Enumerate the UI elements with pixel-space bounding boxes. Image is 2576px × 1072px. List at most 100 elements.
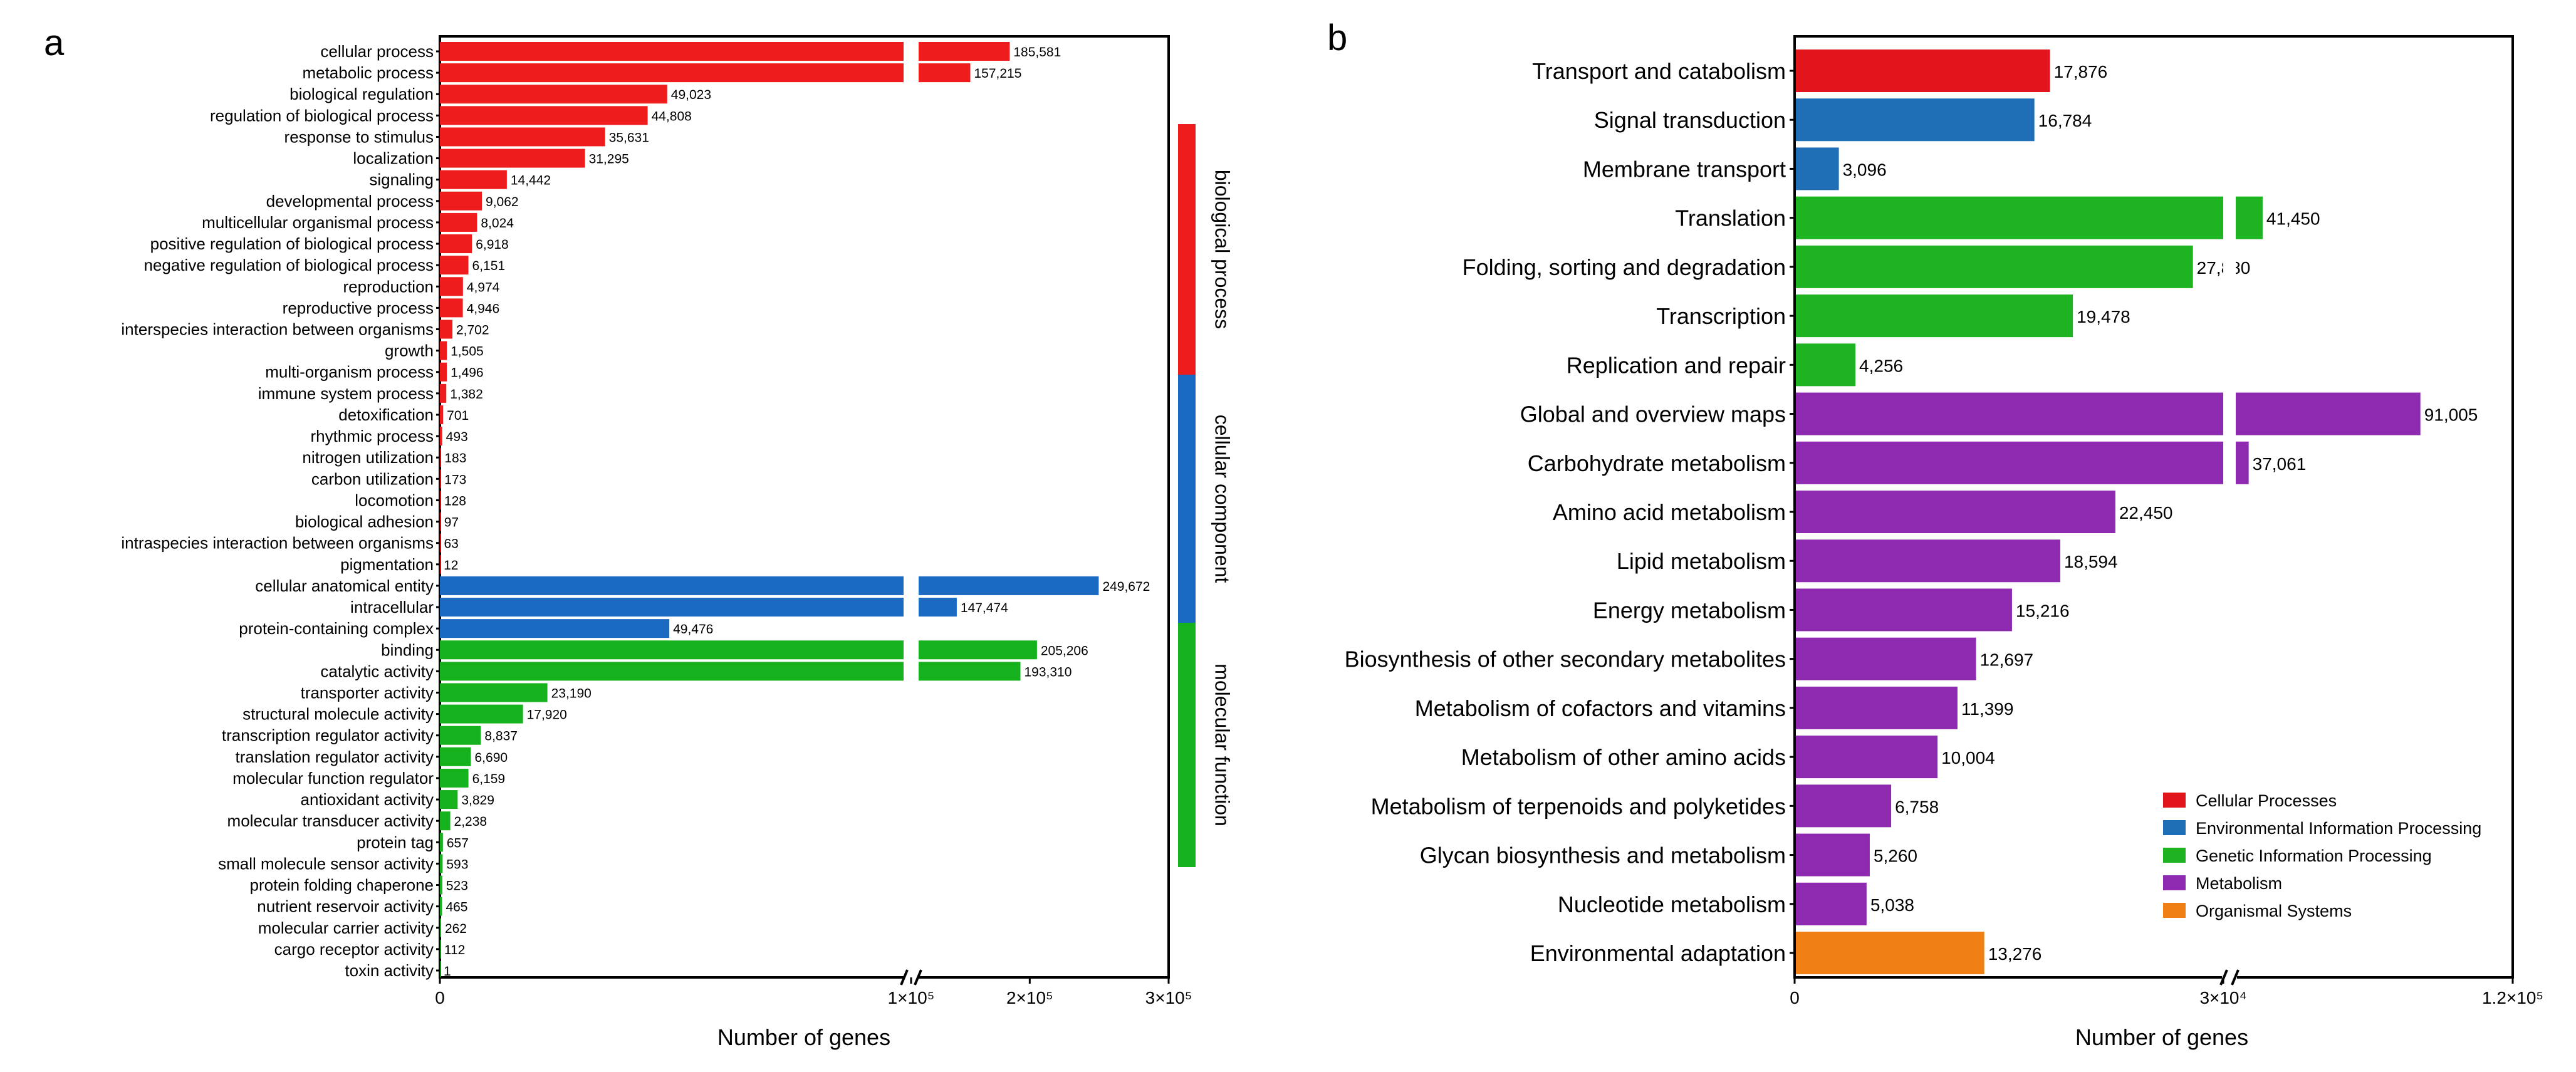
- value-label-growth: 1,505: [451, 345, 484, 359]
- y-label-multi-organism-process: multi-organism process: [265, 363, 434, 382]
- bar-protein-tag: [440, 833, 443, 852]
- y-label-glycan-biosynthesis-and-metabolism: Glycan biosynthesis and metabolism: [1420, 843, 1786, 868]
- value-label-signaling: 14,442: [511, 174, 551, 188]
- value-label-translation-regulator-activity: 6,690: [475, 751, 508, 765]
- group-bar-cc: [1178, 375, 1196, 623]
- bar-catalytic-activity: [440, 662, 904, 681]
- bar-negative-regulation-of-biological-process: [440, 256, 469, 275]
- value-label-protein-tag: 657: [447, 836, 469, 850]
- bar-transcription: [1796, 294, 2073, 338]
- value-label-metabolism-of-other-amino-acids: 10,004: [1941, 748, 1995, 768]
- y-label-cargo-receptor-activity: cargo receptor activity: [274, 940, 434, 959]
- bar-glycan-biosynthesis-and-metabolism: [1796, 833, 1870, 877]
- value-label-localization: 31,295: [589, 152, 629, 167]
- value-label-metabolism-of-terpenoids-and-polyketides: 6,758: [1895, 797, 1939, 816]
- bar-molecular-transducer-activity: [440, 811, 451, 831]
- y-label-protein-tag: protein tag: [357, 833, 434, 851]
- y-label-folding-sorting-and-degradation: Folding, sorting and degradation: [1463, 254, 1786, 280]
- bar-toxin-activity: [440, 961, 441, 980]
- value-label-signal-transduction: 16,784: [2038, 111, 2092, 130]
- value-label-global-and-overview-maps: 91,005: [2424, 405, 2478, 425]
- axis-break-gap: [2223, 39, 2236, 975]
- bar-global-and-overview-maps: [1796, 392, 2223, 435]
- bar-growth: [440, 341, 447, 360]
- y-label-nutrient-reservoir-activity: nutrient reservoir activity: [257, 897, 434, 916]
- axis-break-gap: [904, 39, 919, 975]
- value-label-transcription: 19,478: [2077, 307, 2130, 326]
- bar-nutrient-reservoir-activity: [440, 897, 442, 916]
- bar-translation-regulator-activity: [440, 747, 471, 766]
- panel-label-b: b: [1327, 18, 1347, 58]
- bar-nitrogen-utilization: [440, 448, 441, 467]
- y-label-reproduction: reproduction: [343, 277, 434, 296]
- value-label-toxin-activity: 1: [444, 964, 451, 979]
- y-label-negative-regulation-of-biological-process: negative regulation of biological proces…: [143, 256, 434, 274]
- bar-environmental-adaptation: [1796, 932, 1984, 974]
- value-label-developmental-process: 9,062: [486, 195, 519, 209]
- bar-translation: [1796, 196, 2223, 239]
- y-label-environmental-adaptation: Environmental adaptation: [1530, 940, 1786, 966]
- bar-locomotion: [440, 491, 441, 510]
- value-label-binding: 205,206: [1041, 643, 1088, 658]
- y-label-nitrogen-utilization: nitrogen utilization: [302, 448, 434, 467]
- x-tick-label: 0: [435, 988, 445, 1007]
- y-label-rhythmic-process: rhythmic process: [311, 427, 434, 445]
- legend-label-met: Metabolism: [2196, 874, 2282, 893]
- bar-cellular-anatomical-entity: [440, 576, 904, 595]
- bar-rhythmic-process: [440, 427, 442, 446]
- y-label-molecular-function-regulator: molecular function regulator: [232, 769, 434, 788]
- x-axis-title: Number of genes: [2075, 1024, 2248, 1050]
- bar-molecular-carrier-activity: [440, 918, 441, 937]
- bar-immune-system-process: [440, 383, 447, 403]
- value-label-catalytic-activity: 193,310: [1025, 665, 1072, 679]
- y-label-lipid-metabolism: Lipid metabolism: [1617, 548, 1786, 574]
- value-label-immune-system-process: 1,382: [450, 387, 483, 402]
- y-label-biological-adhesion: biological adhesion: [295, 513, 434, 531]
- y-label-regulation-of-biological-process: regulation of biological process: [210, 106, 434, 125]
- axis-break-mark: [914, 969, 922, 986]
- value-label-cargo-receptor-activity: 112: [444, 943, 465, 957]
- bar-response-to-stimulus: [440, 127, 605, 147]
- value-label-nitrogen-utilization: 183: [444, 451, 466, 466]
- value-label-small-molecule-sensor-activity: 593: [446, 857, 468, 872]
- y-label-cellular-anatomical-entity: cellular anatomical entity: [255, 576, 434, 595]
- value-label-multi-organism-process: 1,496: [451, 366, 484, 380]
- y-label-signal-transduction: Signal transduction: [1594, 107, 1786, 133]
- y-label-transcription: Transcription: [1656, 303, 1786, 329]
- y-label-structural-molecule-activity: structural molecule activity: [242, 705, 434, 724]
- bar-catalytic-activity-upper: [919, 662, 1021, 681]
- bar-global-and-overview-maps-upper: [2236, 392, 2421, 435]
- value-label-environmental-adaptation: 13,276: [1988, 944, 2042, 964]
- bar-small-molecule-sensor-activity: [440, 854, 443, 873]
- bar-pigmentation: [440, 554, 441, 574]
- value-label-molecular-function-regulator: 6,159: [472, 772, 506, 786]
- bar-detoxification: [440, 405, 444, 424]
- value-label-nucleotide-metabolism: 5,038: [1870, 895, 1914, 915]
- bar-localization: [440, 148, 585, 168]
- legend-swatch-os: [2163, 903, 2186, 918]
- y-label-response-to-stimulus: response to stimulus: [284, 127, 434, 146]
- y-label-amino-acid-metabolism: Amino acid metabolism: [1553, 499, 1786, 525]
- value-label-locomotion: 128: [444, 494, 466, 508]
- y-label-nucleotide-metabolism: Nucleotide metabolism: [1558, 892, 1786, 917]
- bar-metabolism-of-terpenoids-and-polyketides: [1796, 784, 1892, 828]
- y-label-replication-and-repair: Replication and repair: [1567, 352, 1786, 378]
- y-label-detoxification: detoxification: [338, 405, 434, 424]
- bar-transporter-activity: [440, 683, 548, 702]
- y-label-positive-regulation-of-biological-process: positive regulation of biological proces…: [150, 234, 434, 253]
- y-label-translation-regulator-activity: translation regulator activity: [236, 747, 434, 766]
- bar-metabolism-of-cofactors-and-vitamins: [1796, 686, 1958, 729]
- value-label-translation: 41,450: [2266, 209, 2320, 229]
- value-label-biological-regulation: 49,023: [671, 88, 711, 102]
- value-label-transcription-regulator-activity: 8,837: [484, 729, 518, 744]
- x-tick-label: 1.2×10⁵: [2482, 988, 2543, 1007]
- bar-biological-regulation: [440, 85, 667, 104]
- y-label-carbohydrate-metabolism: Carbohydrate metabolism: [1528, 450, 1786, 476]
- x-tick-label: 1×10⁵: [888, 988, 935, 1007]
- value-label-interspecies-interaction-between-organisms: 2,702: [456, 323, 489, 338]
- y-label-growth: growth: [385, 341, 434, 360]
- y-label-locomotion: locomotion: [355, 491, 434, 509]
- y-label-membrane-transport: Membrane transport: [1583, 156, 1786, 182]
- group-bar-bp: [1178, 124, 1196, 375]
